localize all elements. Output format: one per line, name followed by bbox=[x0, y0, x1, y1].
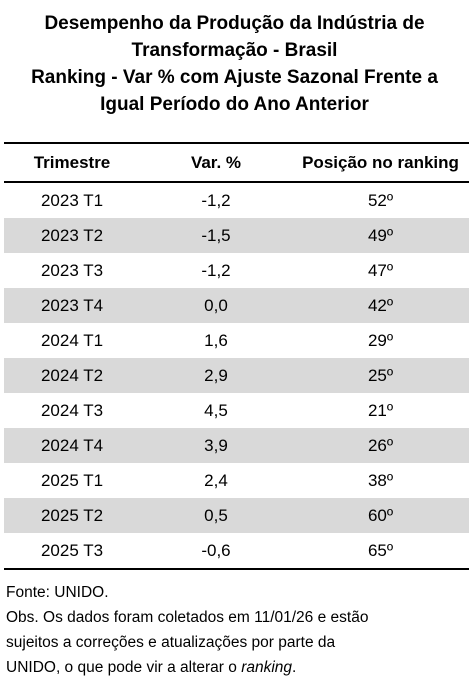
table-row: 2024 T4 3,9 26º bbox=[4, 428, 469, 463]
table-row: 2025 T1 2,4 38º bbox=[4, 463, 469, 498]
cell-var: 2,9 bbox=[140, 358, 292, 393]
column-header-trimestre: Trimestre bbox=[4, 142, 140, 183]
cell-var: 1,6 bbox=[204, 330, 228, 350]
cell-posicao: 47º bbox=[367, 260, 394, 280]
cell-var: 2,4 bbox=[204, 470, 228, 490]
table-row: 2024 T3 4,5 21º bbox=[4, 393, 469, 428]
ranking-table: Trimestre Var. % Posição no ranking 2023… bbox=[4, 142, 469, 570]
table-row: 2023 T3 -1,2 47º bbox=[4, 253, 469, 288]
cell-posicao: 52º bbox=[367, 190, 394, 210]
table-row: 2025 T2 0,5 60º bbox=[4, 498, 469, 533]
cell-posicao: 38º bbox=[367, 470, 394, 490]
cell-trimestre: 2024 T2 bbox=[4, 358, 140, 393]
cell-trimestre: 2023 T3 bbox=[40, 260, 104, 280]
cell-var: -0,6 bbox=[140, 533, 292, 570]
table-row: 2023 T4 0,0 42º bbox=[4, 288, 469, 323]
cell-posicao: 42º bbox=[292, 288, 469, 323]
cell-var: -1,2 bbox=[201, 260, 231, 280]
cell-var: -1,5 bbox=[140, 218, 292, 253]
cell-posicao: 21º bbox=[367, 400, 394, 420]
obs-line-2: sujeitos a correções e atualizações por … bbox=[6, 634, 336, 651]
table-title: Desempenho da Produção da Indústria de T… bbox=[0, 10, 469, 118]
obs-line-1: Obs. Os dados foram coletados em 11/01/2… bbox=[6, 609, 369, 626]
obs-line-3-end: . bbox=[292, 659, 297, 676]
title-line-2: Transformação - Brasil bbox=[131, 40, 338, 61]
cell-posicao: 25º bbox=[292, 358, 469, 393]
cell-trimestre: 2024 T3 bbox=[40, 400, 104, 420]
title-line-3: Ranking - Var % com Ajuste Sazonal Frent… bbox=[31, 67, 438, 88]
cell-trimestre: 2023 T4 bbox=[4, 288, 140, 323]
title-line-4: Igual Período do Ano Anterior bbox=[100, 94, 369, 115]
cell-var: -1,2 bbox=[201, 190, 231, 210]
source-note: Fonte: UNIDO. bbox=[6, 584, 109, 601]
table-row: 2024 T2 2,9 25º bbox=[4, 358, 469, 393]
cell-posicao: 49º bbox=[292, 218, 469, 253]
cell-var: 0,5 bbox=[140, 498, 292, 533]
cell-posicao: 60º bbox=[292, 498, 469, 533]
cell-var: 4,5 bbox=[204, 400, 228, 420]
title-line-1: Desempenho da Produção da Indústria de bbox=[44, 13, 425, 34]
table-body: 2023 T1 -1,2 52º 2023 T2 -1,5 49º 2023 T3 -1,2 4… bbox=[4, 182, 469, 570]
column-header-posicao: Posição no ranking bbox=[292, 142, 469, 183]
cell-trimestre: 2025 T1 bbox=[40, 470, 104, 490]
cell-posicao: 65º bbox=[292, 533, 469, 570]
cell-trimestre: 2023 T1 bbox=[40, 190, 104, 210]
table-row: 2025 T3 -0,6 65º bbox=[4, 533, 469, 570]
table-row: 2023 T2 -1,5 49º bbox=[4, 218, 469, 253]
cell-trimestre: 2024 T1 bbox=[40, 330, 104, 350]
cell-posicao: 26º bbox=[292, 428, 469, 463]
table-row: 2023 T1 -1,2 52º bbox=[4, 182, 469, 218]
table-row: 2024 T1 1,6 29º bbox=[4, 323, 469, 358]
footnotes: Fonte: UNIDO. Obs. Os dados foram coleta… bbox=[6, 580, 466, 680]
cell-trimestre: 2024 T4 bbox=[4, 428, 140, 463]
obs-line-3-emphasis: ranking bbox=[241, 659, 293, 676]
cell-trimestre: 2025 T2 bbox=[4, 498, 140, 533]
cell-var: 0,0 bbox=[140, 288, 292, 323]
cell-trimestre: 2025 T3 bbox=[4, 533, 140, 570]
obs-line-3: UNIDO, o que pode vir a alterar o rankin… bbox=[6, 655, 466, 680]
cell-trimestre: 2023 T2 bbox=[4, 218, 140, 253]
header-row: Trimestre Var. % Posição no ranking bbox=[4, 142, 469, 183]
column-header-var: Var. % bbox=[140, 142, 292, 183]
cell-posicao: 29º bbox=[367, 330, 394, 350]
cell-var: 3,9 bbox=[140, 428, 292, 463]
obs-line-3-text: UNIDO, o que pode vir a alterar o bbox=[6, 659, 242, 676]
